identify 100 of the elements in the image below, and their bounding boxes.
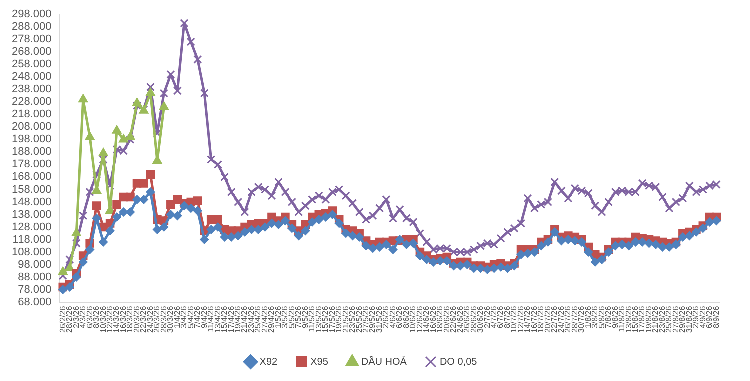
x-tick-label: 13/5/26 <box>314 306 324 334</box>
x-tick-label: 2/3/26 <box>72 306 81 329</box>
x-tick-label: 15/8/26 <box>630 306 640 334</box>
x-tick-label: 28/2/26 <box>65 306 74 334</box>
x-tick-label: 9/4/26 <box>200 306 209 329</box>
x-tick-label: 26/6/26 <box>462 306 472 334</box>
x-tick-label: 25/4/26 <box>254 306 263 334</box>
x-tick-label: 21/5/26 <box>341 306 350 334</box>
point <box>98 148 108 156</box>
x-tick-label: 28/6/26 <box>469 306 478 334</box>
x-tick-label: 1/4/26 <box>172 306 182 329</box>
x-tick-label: 8/9/26 <box>712 306 721 329</box>
x-tick-label: 3/4/26 <box>180 306 189 329</box>
x-tick-label: 19/4/26 <box>234 306 242 334</box>
legend-label: X95 <box>310 356 329 368</box>
y-tick-label: 208.000 <box>12 121 52 134</box>
x-tick-label: 30/7/26 <box>577 306 586 334</box>
x-tick-label: 8/3/26 <box>92 306 102 329</box>
x-tick-label: 2/6/26 <box>382 306 391 329</box>
x-tick-label: 25/8/26 <box>664 306 674 334</box>
legend-label: DẦU HOẢ <box>361 356 408 368</box>
x-tick-label: 23/8/26 <box>658 306 667 334</box>
x-tick-label: 13/4/26 <box>213 306 222 334</box>
point <box>159 102 170 110</box>
x-tick-label: 31/8/26 <box>684 306 694 334</box>
x-tick-label: 29/8/26 <box>678 306 688 334</box>
x-tick-label: 5/8/26 <box>597 306 606 329</box>
x-tick-label: 24/3/26 <box>146 306 155 334</box>
x-tick-label: 15/4/26 <box>220 306 230 334</box>
y-tick-label: 78.000 <box>18 284 52 296</box>
point <box>78 94 88 103</box>
y-tick-label: 138.000 <box>12 208 52 221</box>
y-tick-label: 158.000 <box>12 184 52 196</box>
point <box>146 88 156 96</box>
y-tick-label: 68.000 <box>18 296 52 308</box>
x-tick-label: 24/6/26 <box>456 306 465 334</box>
x-tick-label: 17/4/26 <box>226 306 236 334</box>
x-tick-label: 29/4/26 <box>267 306 276 334</box>
x-tick-label: 6/7/26 <box>496 306 506 329</box>
x-tick-label: 7/5/26 <box>294 306 304 329</box>
x-tick-label: 18/3/26 <box>126 306 135 334</box>
x-tick-label: 12/3/26 <box>105 306 114 334</box>
point <box>132 98 142 106</box>
x-tick-label: 27/4/26 <box>260 306 270 334</box>
legend-label: X92 <box>260 356 278 368</box>
x-tick-label: 9/5/26 <box>300 306 310 329</box>
x-tick-label: 13/8/26 <box>624 306 634 334</box>
x-tick-label: 1/5/26 <box>274 306 283 329</box>
x-tick-label: 17/8/26 <box>638 306 647 334</box>
x-tick-label: 31/5/26 <box>374 306 384 334</box>
y-tick-label: 278.000 <box>12 34 52 46</box>
x-tick-label: 23/4/26 <box>246 306 256 334</box>
y-tick-label: 248.000 <box>12 71 52 84</box>
x-tick-label: 17/5/26 <box>328 306 337 334</box>
y-tick-label: 198.000 <box>12 134 52 146</box>
point <box>112 125 122 134</box>
x-tick-label: 12/7/26 <box>516 306 526 334</box>
y-tick-label: 88.000 <box>18 271 52 284</box>
x-tick-label: 12/6/26 <box>415 306 424 334</box>
x-tick-label: 27/8/26 <box>671 306 680 334</box>
x-tick-label: 16/6/26 <box>428 306 438 334</box>
point <box>58 266 68 276</box>
x-tick-label: 21/8/26 <box>651 306 660 334</box>
y-tick-label: 168.000 <box>12 171 52 184</box>
y-tick-label: 288.000 <box>12 21 52 34</box>
x-tick-label: 6/9/26 <box>705 306 714 329</box>
x-tick-label: 29/5/26 <box>368 306 378 334</box>
x-tick-label: 4/3/26 <box>78 306 88 329</box>
x-tick-label: 19/8/26 <box>644 306 654 334</box>
x-tick-label: 26/7/26 <box>564 306 573 334</box>
y-tick-label: 218.000 <box>12 108 52 121</box>
y-tick-label: 188.000 <box>12 146 52 158</box>
x-tick-label: 10/7/26 <box>510 306 519 334</box>
x-tick-label: 26/3/26 <box>152 306 162 334</box>
x-tick-label: 11/4/26 <box>206 306 216 332</box>
x-tick-label: 19/5/26 <box>334 306 344 334</box>
point <box>85 132 95 140</box>
x-tick-label: 2/7/26 <box>482 306 492 329</box>
x-tick-label: 10/6/26 <box>408 306 418 334</box>
x-tick-label: 8/6/26 <box>402 306 411 329</box>
x-tick-label: 20/6/26 <box>442 306 452 334</box>
y-tick-label: 298.000 <box>12 8 52 21</box>
x-tick-label: 14/6/26 <box>422 306 432 334</box>
x-tick-label: 5/5/26 <box>287 306 296 329</box>
y-tick-label: 128.000 <box>12 221 52 234</box>
y-tick-label: 228.000 <box>12 96 52 108</box>
x-tick-label: 25/5/26 <box>354 306 364 334</box>
x-tick-label: 11/8/26 <box>618 306 627 332</box>
x-tick-label: 23/5/26 <box>348 306 358 334</box>
point <box>72 228 82 237</box>
x-tick-label: 1/8/26 <box>584 306 593 329</box>
x-tick-label: 28/7/26 <box>570 306 580 334</box>
x-tick-label: 7/4/26 <box>193 306 202 329</box>
y-tick-label: 108.000 <box>12 246 52 258</box>
x-tick-label: 30/6/26 <box>476 306 486 334</box>
x-tick-label: 30/3/26 <box>166 306 176 334</box>
x-tick-label: 15/5/26 <box>321 306 330 334</box>
y-tick-label: 118.000 <box>12 234 52 246</box>
x-tick-label: 22/6/26 <box>449 306 458 334</box>
x-tick-label: 24/7/26 <box>556 306 566 334</box>
